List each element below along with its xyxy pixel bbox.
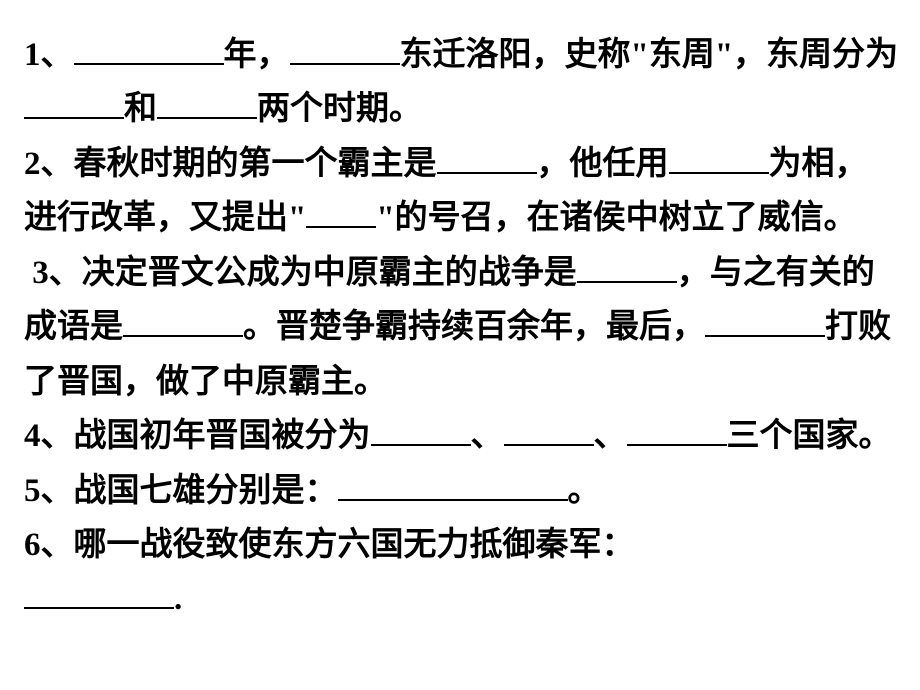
blank[interactable] xyxy=(306,198,376,228)
question-3: 3、决定晋文公成为中原霸主的战争是，与之有关的成语是。晋楚争霸持续百余年，最后，… xyxy=(24,246,900,409)
q2-text-1: 春秋时期的第一个霸主是 xyxy=(74,146,437,182)
question-1: 1、 年， 东迁洛阳，史称"东周"，东周分为和 两个时期。 xyxy=(24,28,900,137)
blank[interactable] xyxy=(627,416,727,446)
q4-text-4: 三个国家。 xyxy=(727,418,892,454)
q5-text-1: 战国七雄分别是： xyxy=(74,473,338,509)
q4-number: 4、 xyxy=(24,418,74,454)
blank[interactable] xyxy=(705,307,825,337)
q1-text-3: 和 xyxy=(124,91,157,127)
blank[interactable] xyxy=(371,416,471,446)
q4-text-3: 、 xyxy=(594,418,627,454)
blank[interactable] xyxy=(24,89,124,119)
blank[interactable] xyxy=(123,307,243,337)
blank[interactable] xyxy=(24,579,174,609)
q4-text-1: 战国初年晋国被分为 xyxy=(74,418,371,454)
blank[interactable] xyxy=(290,35,400,65)
q3-text-1: 决定晋文公成为中原霸主的战争是 xyxy=(82,255,577,291)
blank[interactable] xyxy=(437,144,537,174)
q6-text-1: 哪一战役致使东方六国无力抵御秦军： xyxy=(74,527,635,563)
blank[interactable] xyxy=(74,35,224,65)
q3-text-3: 。晋楚争霸持续百余年，最后， xyxy=(243,309,705,345)
q2-text-2: ，他任用 xyxy=(537,146,669,182)
q2-text-4: "的号召，在诸侯中树立了威信。 xyxy=(376,200,856,236)
question-4: 4、战国初年晋国被分为 、 、 三个国家。 xyxy=(24,409,900,463)
question-2: 2、春秋时期的第一个霸主是，他任用为相，进行改革，又提出""的号召，在诸侯中树立… xyxy=(24,137,900,246)
q1-text-2: 东迁洛阳，史称"东周"，东周分为 xyxy=(400,37,899,73)
q1-text-4: 两个时期。 xyxy=(257,91,422,127)
blank[interactable] xyxy=(157,89,257,119)
blank[interactable] xyxy=(577,253,677,283)
q3-number: 3、 xyxy=(32,255,82,291)
blank[interactable] xyxy=(669,144,769,174)
question-6: 6、哪一战役致使东方六国无力抵御秦军：. xyxy=(24,518,900,627)
question-5: 5、战国七雄分别是： 。 xyxy=(24,464,900,518)
q6-number: 6、 xyxy=(24,527,74,563)
q2-number: 2、 xyxy=(24,146,74,182)
blank[interactable] xyxy=(338,470,568,500)
worksheet-page: 1、 年， 东迁洛阳，史称"东周"，东周分为和 两个时期。 2、春秋时期的第一个霸主是… xyxy=(0,0,920,647)
q1-text-1: 年， xyxy=(224,37,290,73)
q1-number: 1、 xyxy=(24,37,74,73)
blank[interactable] xyxy=(504,416,594,446)
q6-text-2: . xyxy=(174,581,182,617)
q5-text-2: 。 xyxy=(568,473,601,509)
q4-text-2: 、 xyxy=(471,418,504,454)
q5-number: 5、 xyxy=(24,473,74,509)
